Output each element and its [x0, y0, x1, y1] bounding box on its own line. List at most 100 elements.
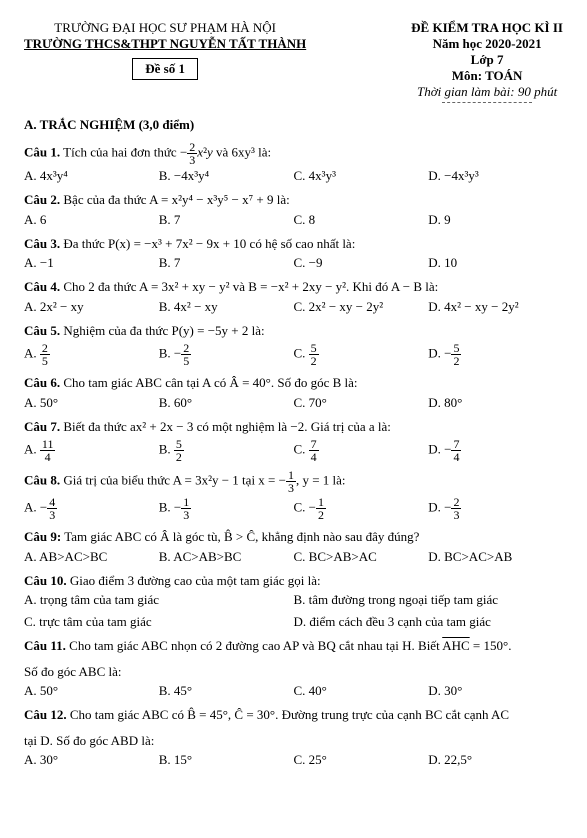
q12-line2: tại D. Số đo góc ABD là: [24, 731, 563, 751]
q5-options: A. 25 B. −25 C. 52 D. −52 [24, 342, 563, 367]
q10-options-1: A. trọng tâm của tam giác B. tâm đường t… [24, 592, 563, 608]
q2-opt-d: D. 9 [428, 212, 563, 228]
q7-opt-c: C. 74 [294, 438, 429, 463]
q10-opt-b: B. tâm đường trong ngoại tiếp tam giác [294, 592, 564, 608]
q8-a-label: A. [24, 499, 37, 514]
q9: Câu 9: Tam giác ABC có Â là góc tù, B̂ >… [24, 527, 563, 547]
header: TRƯỜNG ĐẠI HỌC SƯ PHẠM HÀ NỘI TRƯỜNG THC… [24, 20, 563, 103]
q8-opt-c: C. −12 [294, 496, 429, 521]
q4-opt-c: C. 2x² − xy − 2y² [294, 299, 429, 315]
q3: Câu 3. Đa thức P(x) = −x³ + 7x² − 9x + 1… [24, 234, 563, 254]
q7-label: Câu 7. [24, 419, 60, 434]
q3-options: A. −1 B. 7 C. −9 D. 10 [24, 255, 563, 271]
q2-label: Câu 2. [24, 192, 60, 207]
q9-opt-c: C. BC>AB>AC [294, 549, 429, 565]
q12-label: Câu 12. [24, 707, 67, 722]
q5-opt-d: D. −52 [428, 342, 563, 367]
q6-opt-b: B. 60° [159, 395, 294, 411]
q9-options: A. AB>AC>BC B. AC>AB>BC C. BC>AB>AC D. B… [24, 549, 563, 565]
q4-opt-d: D. 4x² − xy − 2y² [428, 299, 563, 315]
q10-options-2: C. trực tâm của tam giác D. điểm cách đề… [24, 614, 563, 630]
q4-options: A. 2x² − xy B. 4x² − xy C. 2x² − xy − 2y… [24, 299, 563, 315]
q6-text: Cho tam giác ABC cân tại A có Â = 40°. S… [60, 375, 357, 390]
q6-opt-d: D. 80° [428, 395, 563, 411]
title: ĐỀ KIỂM TRA HỌC KÌ II [411, 20, 563, 36]
q11-ahc: AHC [442, 638, 469, 653]
q12-options: A. 30° B. 15° C. 25° D. 22,5° [24, 752, 563, 768]
q10-opt-a: A. trọng tâm của tam giác [24, 592, 294, 608]
q10-opt-d: D. điểm cách đều 3 cạnh của tam giác [294, 614, 564, 630]
q8-b-label: B. [159, 499, 171, 514]
q11-text-b: Cho tam giác ABC nhọn có 2 đường cao AP … [66, 638, 442, 653]
exam-code: Đề số 1 [132, 58, 198, 80]
q8-c-label: C. [294, 499, 306, 514]
q3-opt-a: A. −1 [24, 255, 159, 271]
q5-d-label: D. [428, 345, 441, 360]
header-left: TRƯỜNG ĐẠI HỌC SƯ PHẠM HÀ NỘI TRƯỜNG THC… [24, 20, 306, 103]
q7-opt-b: B. 52 [159, 438, 294, 463]
q3-label: Câu 3. [24, 236, 60, 251]
q2-text: Bậc của đa thức A = x²y⁴ − x³y⁵ − x⁷ + 9… [60, 192, 290, 207]
q3-opt-c: C. −9 [294, 255, 429, 271]
q8-opt-a: A. −43 [24, 496, 159, 521]
q4: Câu 4. Cho 2 đa thức A = 3x² + xy − y² v… [24, 277, 563, 297]
q10-text: Giao điểm 3 đường cao của một tam giác g… [67, 573, 321, 588]
q5-a-label: A. [24, 345, 37, 360]
q5-c-label: C. [294, 345, 306, 360]
q11-text-c: = 150°. [470, 638, 512, 653]
q5-b-label: B. [159, 345, 171, 360]
q1-opt-c: C. 4x³y³ [294, 168, 429, 184]
year: Năm học 2020-2021 [411, 36, 563, 52]
q8: Câu 8. Giá trị của biểu thức A = 3x²y − … [24, 469, 563, 494]
q8-d-label: D. [428, 499, 441, 514]
q5-label: Câu 5. [24, 323, 60, 338]
q1-options: A. 4x³y⁴ B. −4x³y⁴ C. 4x³y³ D. −4x³y³ [24, 168, 563, 184]
q10: Câu 10. Giao điểm 3 đường cao của một ta… [24, 571, 563, 591]
subject: Môn: TOÁN [411, 68, 563, 84]
q11-line2: Số đo góc ABC là: [24, 662, 563, 682]
q7: Câu 7. Biết đa thức ax² + 2x − 3 có một … [24, 417, 563, 437]
q4-opt-a: A. 2x² − xy [24, 299, 159, 315]
q1-opt-d: D. −4x³y³ [428, 168, 563, 184]
q12-opt-a: A. 30° [24, 752, 159, 768]
school-label: TRƯỜNG THCS&THPT NGUYỄN TẤT THÀNH [24, 36, 306, 51]
q7-a-label: A. [24, 441, 37, 456]
q5: Câu 5. Nghiệm của đa thức P(y) = −5y + 2… [24, 321, 563, 341]
q11-opt-a: A. 50° [24, 683, 159, 699]
q7-c-label: C. [294, 441, 306, 456]
q7-opt-a: A. 114 [24, 438, 159, 463]
q1-opt-a: A. 4x³y⁴ [24, 168, 159, 184]
q6: Câu 6. Cho tam giác ABC cân tại A có Â =… [24, 373, 563, 393]
q3-opt-d: D. 10 [428, 255, 563, 271]
q9-opt-d: D. BC>AC>AB [428, 549, 563, 565]
q1-frac: 23 [187, 141, 197, 166]
q5-opt-b: B. −25 [159, 342, 294, 367]
q2-opt-a: A. 6 [24, 212, 159, 228]
q3-text: Đa thức P(x) = −x³ + 7x² − 9x + 10 có hệ… [60, 236, 355, 251]
q6-options: A. 50° B. 60° C. 70° D. 80° [24, 395, 563, 411]
q2-opt-b: B. 7 [159, 212, 294, 228]
q8-opt-b: B. −13 [159, 496, 294, 521]
q6-opt-c: C. 70° [294, 395, 429, 411]
q11-opt-c: C. 40° [294, 683, 429, 699]
q11-opt-b: B. 45° [159, 683, 294, 699]
q8-text-c: , y = 1 là: [296, 472, 346, 487]
q12: Câu 12. Cho tam giác ABC có B̂ = 45°, Ĉ … [24, 705, 563, 725]
school: TRƯỜNG THCS&THPT NGUYỄN TẤT THÀNH [24, 36, 306, 52]
q2: Câu 2. Bậc của đa thức A = x²y⁴ − x³y⁵ −… [24, 190, 563, 210]
q1: Câu 1. Tích của hai đơn thức −23x²y và 6… [24, 141, 563, 166]
grade: Lớp 7 [411, 52, 563, 68]
q8-opt-d: D. −23 [428, 496, 563, 521]
q12-opt-c: C. 25° [294, 752, 429, 768]
q7-opt-d: D. −74 [428, 438, 563, 463]
q9-text: Tam giác ABC có Â là góc tù, B̂ > Ĉ, khẳ… [61, 529, 419, 544]
q9-opt-b: B. AC>AB>BC [159, 549, 294, 565]
q12-opt-b: B. 15° [159, 752, 294, 768]
q10-label: Câu 10. [24, 573, 67, 588]
q8-text-b: Giá trị của biểu thức A = 3x²y − 1 tại x… [60, 472, 286, 487]
q11-options: A. 50° B. 45° C. 40° D. 30° [24, 683, 563, 699]
q7-d-label: D. [428, 441, 441, 456]
q11: Câu 11. Cho tam giác ABC nhọn có 2 đường… [24, 636, 563, 656]
q1-opt-b: B. −4x³y⁴ [159, 168, 294, 184]
q1-text-c: và 6xy³ là: [213, 144, 271, 159]
